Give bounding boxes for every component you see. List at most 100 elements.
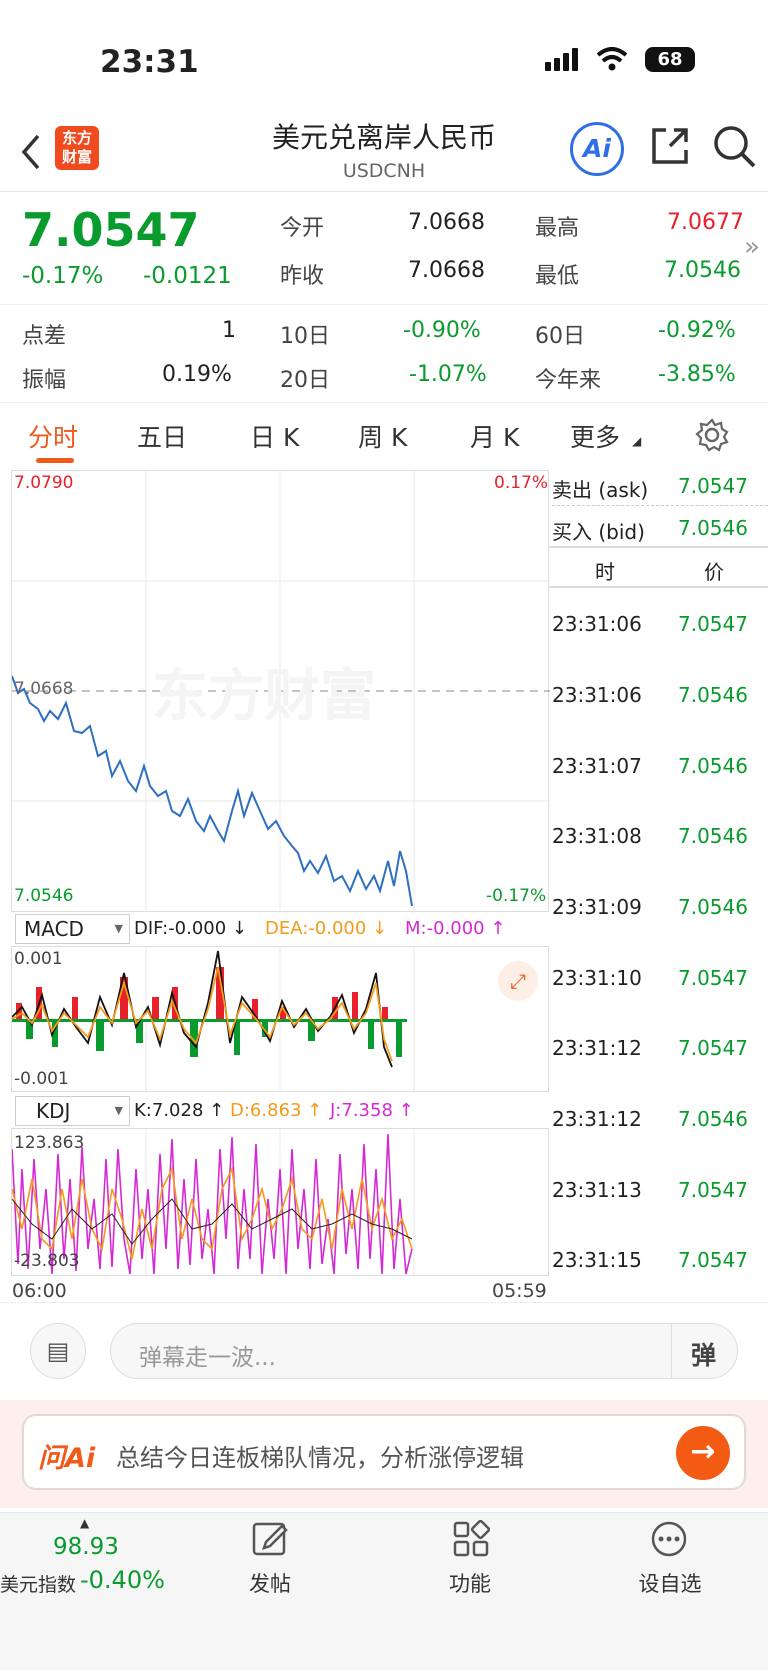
kdj-d: D:6.863 ↑ bbox=[230, 1100, 323, 1121]
spread-value: 1 bbox=[222, 318, 236, 343]
d20-value: -1.07% bbox=[409, 362, 487, 387]
index-pct[interactable]: -0.40% bbox=[80, 1566, 165, 1594]
bid-value: 7.0546 bbox=[678, 516, 748, 540]
dropdown-caret-icon: ▼ bbox=[114, 1104, 123, 1117]
trade-time: 23:31:07 bbox=[552, 754, 642, 778]
ask-ai-prompt: 总结今日连板梯队情况，分析涨停逻辑 bbox=[116, 1444, 524, 1472]
search-icon[interactable] bbox=[712, 124, 758, 170]
trade-price: 7.0546 bbox=[678, 1107, 748, 1131]
battery-icon: 68 bbox=[645, 47, 695, 72]
trade-price: 7.0547 bbox=[678, 966, 748, 990]
kdj-selector[interactable]: KDJ ▼ bbox=[15, 1096, 130, 1126]
up-caret-icon: ▲ bbox=[80, 1516, 90, 1530]
macd-selector[interactable]: MACD ▼ bbox=[15, 914, 130, 944]
ask-ai-send-icon[interactable]: → bbox=[676, 1426, 730, 1480]
low-value: 7.0546 bbox=[664, 258, 741, 283]
d60-label: 60日 bbox=[535, 324, 585, 349]
intraday-chart[interactable]: 7.0790 0.17% 7.0668 东方财富 7.0546 -0.17% bbox=[11, 470, 550, 913]
status-time: 23:31 bbox=[100, 44, 199, 80]
macd-label: MACD bbox=[24, 917, 84, 941]
change-percent: -0.17% bbox=[22, 263, 104, 289]
ytd-value: -3.85% bbox=[658, 362, 736, 387]
trade-time: 23:31:10 bbox=[552, 966, 642, 990]
chart-mid-price: 7.0668 bbox=[14, 679, 74, 699]
time-axis-end: 05:59 bbox=[492, 1280, 547, 1302]
chart-low-price: 7.0546 bbox=[14, 886, 74, 906]
ask-ai-box[interactable]: 问Ai 总结今日连板梯队情况，分析涨停逻辑 → bbox=[22, 1414, 746, 1490]
grid-icon[interactable] bbox=[452, 1520, 490, 1558]
prev-label: 昨收 bbox=[280, 264, 325, 289]
more-caret-icon: ◢ bbox=[632, 434, 642, 448]
danmu-toggle[interactable]: 弹 bbox=[691, 1341, 717, 1370]
index-name[interactable]: 美元指数 bbox=[0, 1574, 77, 1596]
battery-level: 68 bbox=[657, 49, 683, 70]
fullscreen-icon[interactable]: ⤢ bbox=[498, 961, 538, 1001]
chart-top-pct: 0.17% bbox=[494, 473, 549, 493]
ai-button[interactable]: Ai bbox=[570, 122, 624, 176]
trade-price: 7.0547 bbox=[678, 1248, 748, 1272]
trade-time: 23:31:12 bbox=[552, 1107, 642, 1131]
more-dots-icon[interactable] bbox=[650, 1520, 688, 1558]
tab-intraday[interactable]: 分时 bbox=[28, 423, 79, 452]
change-value: -0.0121 bbox=[143, 263, 232, 289]
d60-value: -0.92% bbox=[658, 318, 736, 343]
low-label: 最低 bbox=[535, 264, 580, 289]
app-logo[interactable]: 东方 财富 bbox=[55, 126, 99, 170]
trade-price: 7.0547 bbox=[678, 1036, 748, 1060]
expand-chevron-icon[interactable]: » bbox=[744, 232, 760, 262]
post-button[interactable]: 发帖 bbox=[249, 1572, 291, 1596]
trade-price: 7.0547 bbox=[678, 1178, 748, 1202]
signal-icon bbox=[545, 48, 578, 71]
bid-label: 买入 (bid) bbox=[552, 520, 645, 544]
tab-weekly-k[interactable]: 周 K bbox=[358, 423, 408, 452]
back-icon[interactable] bbox=[18, 132, 42, 172]
ask-label: 卖出 (ask) bbox=[552, 478, 649, 502]
active-tab-indicator bbox=[36, 458, 74, 463]
tab-five-day[interactable]: 五日 bbox=[137, 423, 188, 452]
trade-time: 23:31:15 bbox=[552, 1248, 642, 1272]
kdj-top-value: 123.863 bbox=[14, 1133, 85, 1153]
macd-top-value: 0.001 bbox=[14, 949, 63, 969]
trade-price: 7.0546 bbox=[678, 683, 748, 707]
trade-price: 7.0546 bbox=[678, 824, 748, 848]
bottom-toolbar bbox=[0, 1512, 768, 1670]
open-label: 今开 bbox=[280, 216, 325, 241]
tab-daily-k[interactable]: 日 K bbox=[250, 423, 300, 452]
index-value[interactable]: 98.93 bbox=[53, 1534, 119, 1560]
post-icon[interactable] bbox=[252, 1520, 290, 1558]
kdj-chart[interactable]: 123.863 -23.803 bbox=[11, 1128, 549, 1277]
share-icon[interactable] bbox=[648, 124, 692, 168]
notes-button[interactable]: ▤ bbox=[30, 1323, 86, 1379]
macd-dea: DEA:-0.000 ↓ bbox=[265, 918, 388, 939]
tab-monthly-k[interactable]: 月 K bbox=[470, 423, 520, 452]
trade-time: 23:31:13 bbox=[552, 1178, 642, 1202]
tab-more[interactable]: 更多 bbox=[570, 423, 621, 452]
chart-watermark: 东方财富 bbox=[152, 664, 376, 729]
add-watchlist-button[interactable]: 设自选 bbox=[638, 1572, 702, 1596]
ask-value: 7.0547 bbox=[678, 474, 748, 498]
trade-time: 23:31:08 bbox=[552, 824, 642, 848]
macd-m: M:-0.000 ↑ bbox=[405, 918, 506, 939]
trade-time: 23:31:12 bbox=[552, 1036, 642, 1060]
wifi-icon bbox=[596, 47, 628, 71]
trade-time: 23:31:09 bbox=[552, 895, 642, 919]
comment-placeholder: 弹幕走一波... bbox=[139, 1345, 276, 1371]
macd-chart[interactable]: 0.001 -0.001 ⤢ bbox=[11, 946, 549, 1093]
macd-bottom-value: -0.001 bbox=[14, 1069, 69, 1089]
open-value: 7.0668 bbox=[408, 210, 485, 235]
settings-icon[interactable] bbox=[695, 418, 729, 452]
col-price-header: 价 bbox=[704, 560, 724, 584]
comment-input[interactable]: 弹幕走一波... 弹 bbox=[110, 1323, 738, 1379]
high-value: 7.0677 bbox=[667, 210, 744, 235]
chart-low-pct: -0.17% bbox=[486, 886, 547, 906]
ytd-label: 今年来 bbox=[535, 368, 602, 393]
page-subtitle: USDCNH bbox=[342, 160, 426, 182]
kdj-j: J:7.358 ↑ bbox=[330, 1100, 414, 1121]
notes-icon: ▤ bbox=[46, 1337, 70, 1365]
chart-top-price: 7.0790 bbox=[14, 473, 74, 493]
high-label: 最高 bbox=[535, 216, 580, 241]
function-button[interactable]: 功能 bbox=[449, 1572, 491, 1596]
col-time-header: 时 bbox=[595, 560, 615, 584]
kdj-label: KDJ bbox=[36, 1099, 71, 1123]
trade-price: 7.0546 bbox=[678, 754, 748, 778]
